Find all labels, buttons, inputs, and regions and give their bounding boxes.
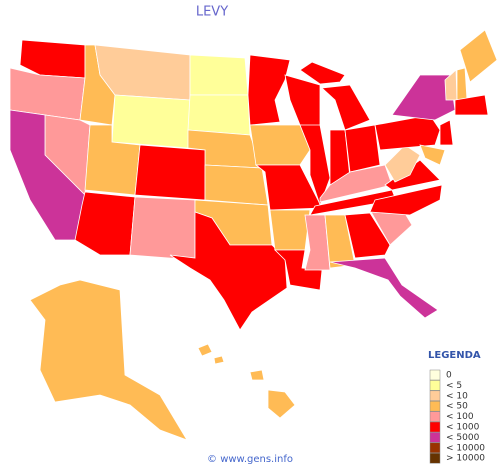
state-shape [456, 67, 468, 101]
state-shape [329, 257, 439, 319]
legend-swatch [429, 411, 441, 422]
state-shape [249, 369, 265, 381]
legend-swatch [429, 390, 441, 402]
state-shape [419, 144, 446, 166]
legend-label: 0 [446, 371, 452, 381]
state-shape [187, 94, 251, 136]
state-shape [267, 389, 296, 419]
state-shape [304, 214, 331, 271]
state-shape [29, 279, 188, 441]
state-shape [129, 196, 196, 261]
state-shape [134, 144, 206, 201]
legend-label: < 1000 [446, 423, 480, 433]
state-shape [197, 343, 213, 357]
state-shape [269, 209, 311, 251]
state-shape [459, 29, 498, 83]
state-shape [369, 184, 443, 216]
footer: © www.gens.info [207, 454, 293, 465]
state-shape [439, 119, 454, 146]
state-shape [274, 249, 323, 291]
legend-swatch [429, 432, 441, 443]
state-shape [111, 94, 191, 149]
state-shape [74, 191, 136, 256]
state-shape [454, 94, 489, 116]
legend-swatch [429, 452, 441, 464]
legend-label: < 5 [446, 381, 462, 391]
state-shape [284, 74, 321, 129]
state-shape [189, 54, 249, 96]
legend-label: < 10000 [446, 443, 485, 453]
legend-label: > 10000 [446, 454, 485, 464]
legend-swatch [429, 369, 441, 381]
state-shape [344, 124, 381, 173]
legend-label: < 100 [446, 412, 474, 422]
legend-label: < 50 [446, 402, 468, 412]
legend-swatch [429, 421, 441, 433]
map-title: LEVY [196, 5, 228, 20]
legend: 0< 5< 10< 50< 100< 1000< 5000< 10000> 10… [429, 369, 485, 464]
state-shape [213, 355, 225, 365]
state-shape [444, 69, 458, 101]
legend-swatch [429, 380, 441, 391]
legend-swatch [429, 442, 441, 454]
state-shape [374, 114, 441, 151]
legend-label: < 5000 [446, 433, 480, 443]
legend-swatch [429, 400, 441, 412]
legend-title: LEGENDA [428, 350, 481, 361]
state-shape [254, 164, 323, 211]
state-shape [169, 211, 288, 331]
state-shape [299, 61, 346, 85]
state-shape [204, 164, 269, 206]
state-shape [344, 212, 391, 259]
state-shape [247, 54, 291, 126]
us-map [9, 29, 498, 441]
legend-label: < 10 [446, 391, 468, 401]
state-shape [321, 84, 371, 131]
state-shape [249, 124, 311, 166]
